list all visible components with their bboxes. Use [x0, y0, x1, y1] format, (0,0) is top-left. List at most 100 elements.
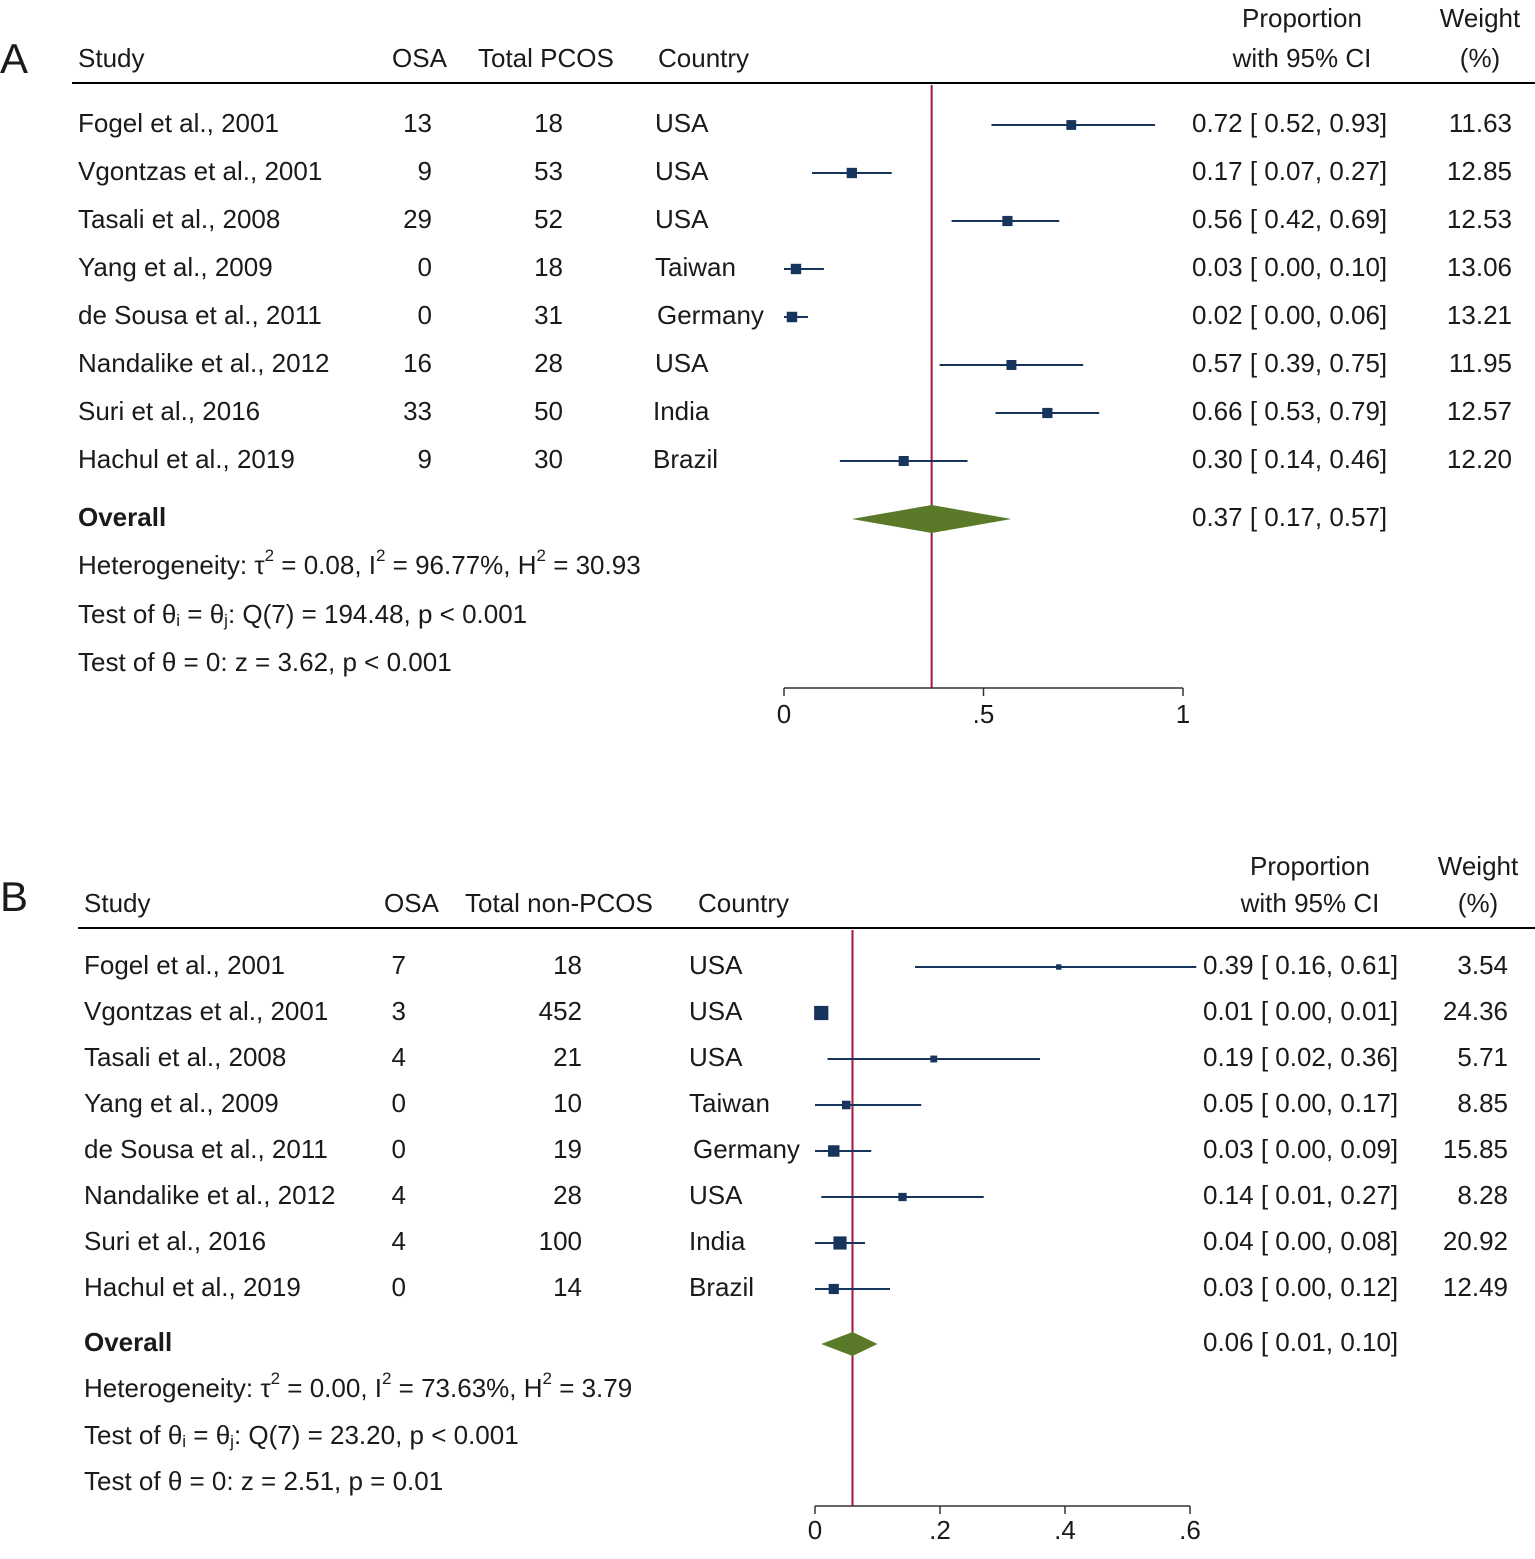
header-osa: OSA: [384, 888, 440, 918]
osa-count: 4: [392, 1042, 406, 1072]
study-name: Fogel et al., 2001: [84, 950, 285, 980]
total-count: 18: [534, 252, 563, 282]
osa-count: 33: [403, 396, 432, 426]
point-estimate-marker: [1056, 964, 1062, 970]
proportion-ci: 0.04 [ 0.00, 0.08]: [1203, 1226, 1398, 1256]
header-total: Total non-PCOS: [465, 888, 653, 918]
header-study: Study: [78, 43, 145, 73]
osa-count: 7: [392, 950, 406, 980]
weight: 11.63: [1449, 108, 1512, 138]
proportion-ci: 0.03 [ 0.00, 0.10]: [1192, 252, 1387, 282]
total-count: 452: [539, 996, 582, 1026]
osa-count: 4: [392, 1180, 406, 1210]
study-name: Hachul et al., 2019: [78, 444, 295, 474]
total-count: 52: [534, 204, 563, 234]
proportion-ci: 0.19 [ 0.02, 0.36]: [1203, 1042, 1398, 1072]
study-row: Vgontzas et al., 2001 9 53 USA 0.17 [ 0.07, …: [78, 156, 1512, 186]
proportion-ci: 0.14 [ 0.01, 0.27]: [1203, 1180, 1398, 1210]
country: USA: [655, 204, 709, 234]
weight: 12.57: [1447, 396, 1512, 426]
point-estimate-marker: [828, 1283, 839, 1295]
study-name: Suri et al., 2016: [84, 1226, 266, 1256]
total-count: 100: [539, 1226, 582, 1256]
total-count: 30: [534, 444, 563, 474]
study-name: de Sousa et al., 2011: [78, 300, 322, 330]
study-row: Vgontzas et al., 2001 3 452 USA 0.01 [ 0.00,…: [84, 996, 1508, 1026]
study-name: Hachul et al., 2019: [84, 1272, 301, 1302]
overall-label: Overall: [78, 502, 166, 532]
overall-ci: 0.37 [ 0.17, 0.57]: [1192, 502, 1387, 532]
forest-panel-a: A Study OSA Total PCOS Country Proportion with…: [0, 3, 1535, 729]
country: India: [653, 396, 710, 426]
forest-panel-b: B Study OSA Total non-PCOS Country Proportion…: [0, 851, 1535, 1545]
point-estimate-marker: [846, 167, 857, 179]
weight: 5.71: [1457, 1042, 1508, 1072]
weight: 20.92: [1443, 1226, 1508, 1256]
country: Brazil: [653, 444, 718, 474]
study-name: Nandalike et al., 2012: [78, 348, 330, 378]
total-count: 14: [553, 1272, 582, 1302]
weight: 12.49: [1443, 1272, 1508, 1302]
header-ci: with 95% CI: [1232, 43, 1372, 73]
osa-count: 9: [418, 444, 432, 474]
study-row: Suri et al., 2016 4 100 India 0.04 [ 0.00, 0…: [84, 1226, 1508, 1256]
osa-count: 9: [418, 156, 432, 186]
study-name: de Sousa et al., 2011: [84, 1134, 328, 1164]
proportion-ci: 0.05 [ 0.00, 0.17]: [1203, 1088, 1398, 1118]
weight: 13.21: [1447, 300, 1512, 330]
weight: 8.85: [1457, 1088, 1508, 1118]
point-estimate-marker: [814, 1005, 829, 1021]
overall-ci: 0.06 [ 0.01, 0.10]: [1203, 1327, 1398, 1357]
header-weight-unit: (%): [1458, 888, 1498, 918]
point-estimate-marker: [1002, 215, 1013, 227]
country: USA: [689, 1042, 743, 1072]
osa-count: 0: [392, 1272, 406, 1302]
study-name: Nandalike et al., 2012: [84, 1180, 336, 1210]
weight: 11.95: [1449, 348, 1512, 378]
study-row: de Sousa et al., 2011 0 19 Germany 0.03 [ 0.…: [84, 1134, 1508, 1164]
point-estimate-marker: [1066, 120, 1077, 130]
homogeneity-test: Test of θi = θj: Q(7) = 23.20, p < 0.001: [84, 1420, 519, 1451]
proportion-ci: 0.66 [ 0.53, 0.79]: [1192, 396, 1387, 426]
header-study: Study: [84, 888, 151, 918]
osa-count: 0: [392, 1088, 406, 1118]
header-country: Country: [658, 43, 749, 73]
study-name: Tasali et al., 2008: [84, 1042, 286, 1072]
point-estimate-marker: [1006, 360, 1017, 370]
total-count: 21: [553, 1042, 582, 1072]
osa-count: 0: [392, 1134, 406, 1164]
x-tick-label: 0: [777, 699, 791, 729]
country: USA: [689, 996, 743, 1026]
header-proportion: Proportion: [1242, 3, 1362, 33]
study-name: Yang et al., 2009: [78, 252, 273, 282]
total-count: 28: [534, 348, 563, 378]
study-name: Tasali et al., 2008: [78, 204, 280, 234]
osa-count: 29: [403, 204, 432, 234]
effect-test: Test of θ = 0: z = 3.62, p < 0.001: [78, 647, 452, 677]
point-estimate-marker: [833, 1236, 847, 1250]
overall-diamond: [851, 505, 1012, 533]
total-count: 18: [553, 950, 582, 980]
effect-test: Test of θ = 0: z = 2.51, p = 0.01: [84, 1466, 443, 1496]
country: USA: [689, 950, 743, 980]
point-estimate-marker: [786, 311, 798, 323]
total-count: 50: [534, 396, 563, 426]
study-row: Fogel et al., 2001 13 18 USA 0.72 [ 0.52, 0.…: [78, 108, 1512, 138]
panel-label: A: [0, 35, 28, 82]
point-estimate-marker: [1042, 407, 1053, 419]
x-tick-label: .6: [1179, 1515, 1201, 1545]
weight: 24.36: [1443, 996, 1508, 1026]
weight: 12.53: [1447, 204, 1512, 234]
country: Germany: [693, 1134, 800, 1164]
total-count: 18: [534, 108, 563, 138]
header-total: Total PCOS: [478, 43, 614, 73]
header-weight: Weight: [1438, 851, 1519, 881]
study-row: Hachul et al., 2019 0 14 Brazil 0.03 [ 0.00,…: [84, 1272, 1508, 1302]
weight: 13.06: [1447, 252, 1512, 282]
proportion-ci: 0.72 [ 0.52, 0.93]: [1192, 108, 1387, 138]
osa-count: 0: [418, 252, 432, 282]
proportion-ci: 0.57 [ 0.39, 0.75]: [1192, 348, 1387, 378]
x-tick-label: .4: [1054, 1515, 1076, 1545]
point-estimate-marker: [790, 263, 802, 275]
header-proportion: Proportion: [1250, 851, 1370, 881]
